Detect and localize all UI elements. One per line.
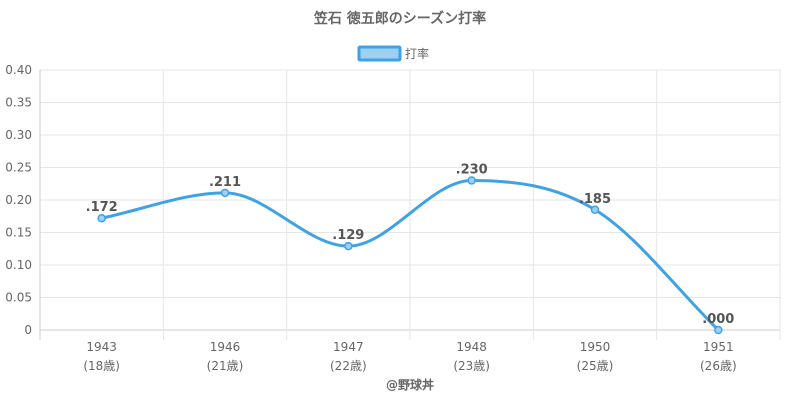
series-batting-average	[97, 176, 723, 335]
x-tick-label: 1946	[210, 340, 241, 354]
x-tick-label: 1950	[580, 340, 611, 354]
y-tick-label: 0.10	[5, 258, 32, 272]
x-tick-label: 1948	[456, 340, 487, 354]
data-point	[220, 188, 230, 198]
data-point	[714, 325, 723, 335]
y-tick-label: 0.25	[5, 161, 32, 175]
grid-lines	[39, 69, 781, 340]
y-tick-label: 0.05	[5, 291, 32, 305]
data-point	[467, 176, 476, 185]
chart-title: 笠石 徳五郎のシーズン打率	[313, 10, 486, 27]
data-labels: .172 .211 .129 .230 .185 .000	[86, 163, 735, 328]
x-tick-label: 1943	[86, 340, 117, 354]
credit-text: @野球丼	[386, 377, 434, 392]
data-label: .129	[332, 228, 364, 243]
x-axis-ticks: 1943 (18歳) 1946 (21歳) 1947 (22歳) 1948 (23歳) 1950…	[83, 340, 736, 373]
x-tick-sublabel: (18歳)	[83, 359, 120, 373]
x-tick-sublabel: (21歳)	[207, 359, 244, 373]
y-tick-label: 0.30	[5, 128, 32, 142]
data-point	[97, 213, 106, 223]
legend-label-batting-average: 打率	[405, 46, 429, 61]
x-tick-sublabel: (22歳)	[330, 359, 367, 373]
y-axis-ticks: 0 0.05 0.10 0.15 0.20 0.25 0.30 0.35 0.40	[5, 63, 32, 337]
y-tick-label: 0.40	[5, 63, 32, 77]
x-tick-sublabel: (25歳)	[577, 359, 614, 373]
data-label: .185	[579, 192, 611, 207]
data-point	[590, 205, 600, 214]
series-line	[101, 179, 720, 332]
x-tick-sublabel: (26歳)	[700, 359, 737, 373]
x-tick-label: 1951	[703, 340, 734, 354]
data-point	[344, 241, 353, 251]
y-tick-label: 0.15	[5, 226, 32, 240]
legend-swatch-batting-average	[357, 45, 402, 62]
legend[interactable]: 打率	[357, 45, 429, 62]
y-tick-label: 0.35	[5, 96, 32, 110]
data-label: .172	[86, 200, 118, 215]
x-tick-sublabel: (23歳)	[453, 359, 490, 373]
x-tick-label: 1947	[333, 340, 364, 354]
y-tick-label: 0.20	[5, 193, 32, 207]
y-tick-label: 0	[24, 323, 32, 337]
data-label: .230	[456, 163, 488, 178]
data-label: .211	[209, 175, 241, 190]
data-label: .000	[702, 312, 734, 327]
